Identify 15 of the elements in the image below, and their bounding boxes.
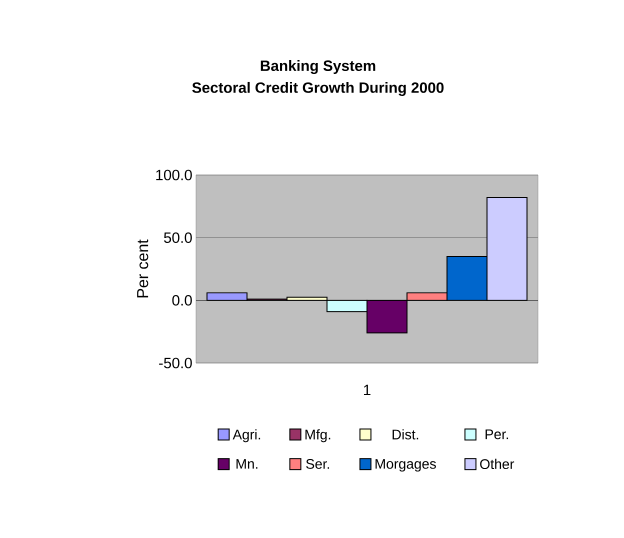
legend-label: Ser. xyxy=(306,458,330,469)
x-tick-label: 1 xyxy=(364,384,370,396)
legend-label: Agri. xyxy=(232,429,260,442)
legend-label: Mfg. xyxy=(305,429,330,442)
chart-title: Banking System Sectoral Credit Growth During 2000 xyxy=(192,60,444,96)
y-axis-title: Per cent xyxy=(137,239,148,298)
y-tick-label: 0.0 xyxy=(172,295,192,306)
y-tick-label: 100.0 xyxy=(156,170,192,180)
legend-label: Mn. xyxy=(236,459,258,469)
legend-label: Morgages xyxy=(376,459,436,472)
legend-label: Per. xyxy=(486,429,508,440)
y-tick-label: -50.0 xyxy=(159,358,192,368)
legend-label: Other xyxy=(480,458,514,470)
y-tick-label: 50.0 xyxy=(164,232,192,243)
legend-label: Dist. xyxy=(392,429,418,440)
